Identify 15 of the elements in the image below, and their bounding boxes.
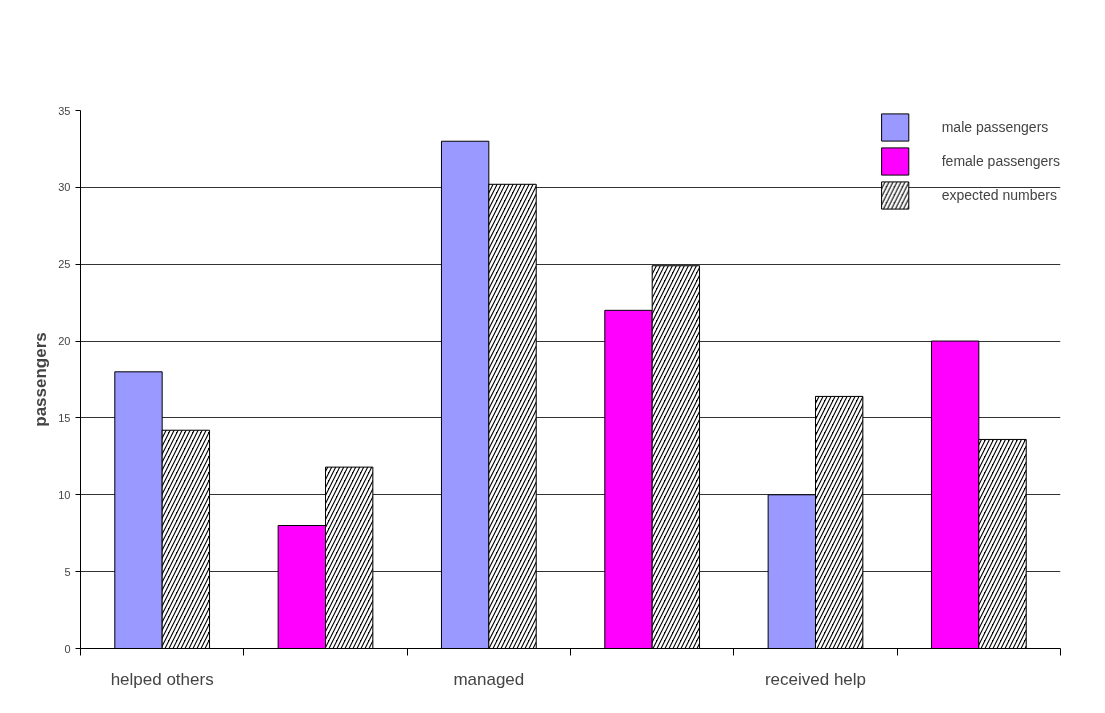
y-tick-label: 30 bbox=[58, 181, 71, 194]
y-tick-label: 0 bbox=[64, 642, 71, 655]
y-tick-label: 15 bbox=[58, 411, 71, 424]
y-tick-label: 25 bbox=[58, 258, 71, 271]
x-tick-label: received help bbox=[764, 669, 867, 689]
legend-label: male passengers bbox=[941, 119, 1049, 135]
y-tick-label: 35 bbox=[58, 104, 71, 117]
y-tick-label: 10 bbox=[58, 488, 71, 501]
legend-label: female passengers bbox=[941, 153, 1060, 169]
y-axis-title: passengers bbox=[31, 332, 51, 427]
x-tick-label: helped others bbox=[110, 669, 214, 689]
x-tick-label: managed bbox=[453, 669, 525, 689]
y-tick-label: 5 bbox=[64, 565, 71, 578]
y-tick-label: 20 bbox=[58, 335, 71, 348]
legend-label: expected numbers bbox=[941, 187, 1057, 203]
